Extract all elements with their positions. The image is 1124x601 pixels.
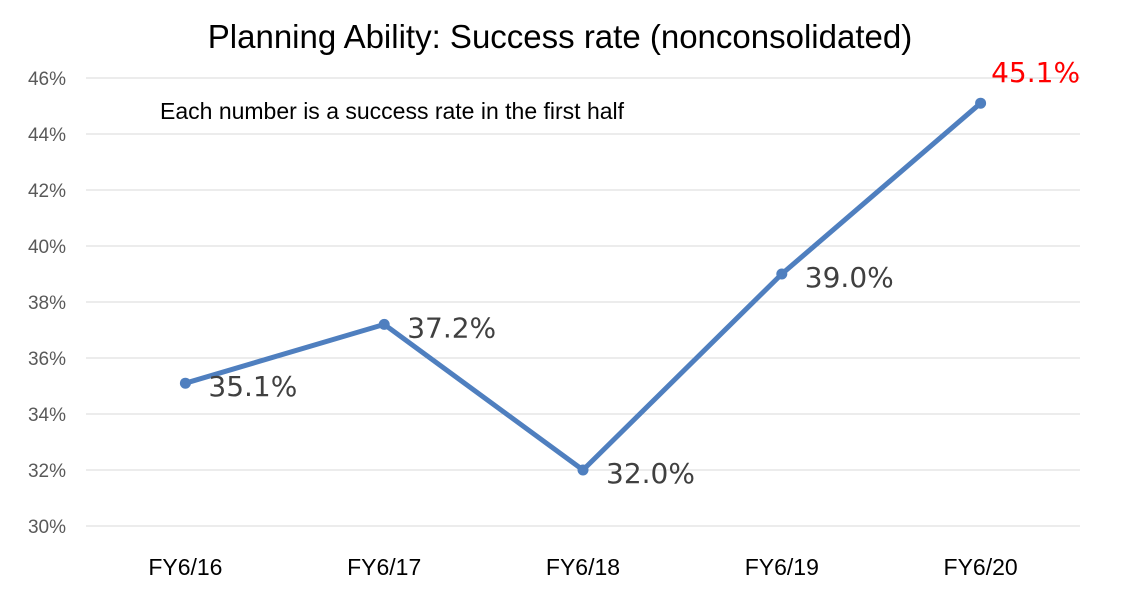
data-label: 45.1% bbox=[991, 56, 1080, 89]
data-point bbox=[378, 318, 390, 330]
data-point bbox=[776, 268, 788, 280]
y-tick-label: 34% bbox=[28, 405, 66, 426]
y-axis-ticks: 30% 32% 34% 36% 38% 40% 42% 44% 46% bbox=[28, 69, 66, 538]
data-point bbox=[179, 377, 191, 389]
data-point bbox=[975, 97, 987, 109]
x-tick-label: FY6/16 bbox=[148, 554, 222, 580]
data-label: 39.0% bbox=[805, 261, 894, 294]
x-tick-label: FY6/19 bbox=[745, 554, 819, 580]
y-tick-label: 32% bbox=[28, 461, 66, 482]
series bbox=[179, 97, 987, 476]
chart-title: Planning Ability: Success rate (nonconso… bbox=[208, 18, 912, 55]
y-tick-label: 36% bbox=[28, 349, 66, 370]
x-tick-label: FY6/17 bbox=[347, 554, 421, 580]
x-axis-ticks: FY6/16 FY6/17 FY6/18 FY6/19 FY6/20 bbox=[148, 554, 1017, 580]
y-tick-label: 38% bbox=[28, 293, 66, 314]
data-label: 32.0% bbox=[606, 457, 695, 490]
data-label: 37.2% bbox=[407, 311, 496, 344]
data-labels: 35.1% 37.2% 32.0% 39.0% 45.1% bbox=[208, 56, 1080, 490]
y-tick-label: 46% bbox=[28, 69, 66, 90]
y-tick-label: 40% bbox=[28, 237, 66, 258]
chart-annotation: Each number is a success rate in the fir… bbox=[160, 98, 625, 124]
x-tick-label: FY6/20 bbox=[944, 554, 1018, 580]
y-tick-label: 30% bbox=[28, 517, 66, 538]
x-tick-label: FY6/18 bbox=[546, 554, 620, 580]
data-label: 35.1% bbox=[208, 370, 297, 403]
y-tick-label: 44% bbox=[28, 125, 66, 146]
data-point bbox=[577, 464, 589, 476]
gridlines bbox=[86, 77, 1080, 527]
y-tick-label: 42% bbox=[28, 181, 66, 202]
